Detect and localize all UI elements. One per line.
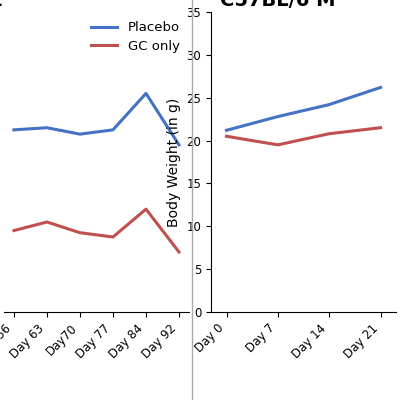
Legend: Placebo, GC only: Placebo, GC only: [88, 18, 182, 55]
Text: t: t: [0, 0, 2, 10]
Text: C57BL/6 M: C57BL/6 M: [220, 0, 336, 10]
Y-axis label: Body Weight (in g): Body Weight (in g): [167, 97, 181, 227]
